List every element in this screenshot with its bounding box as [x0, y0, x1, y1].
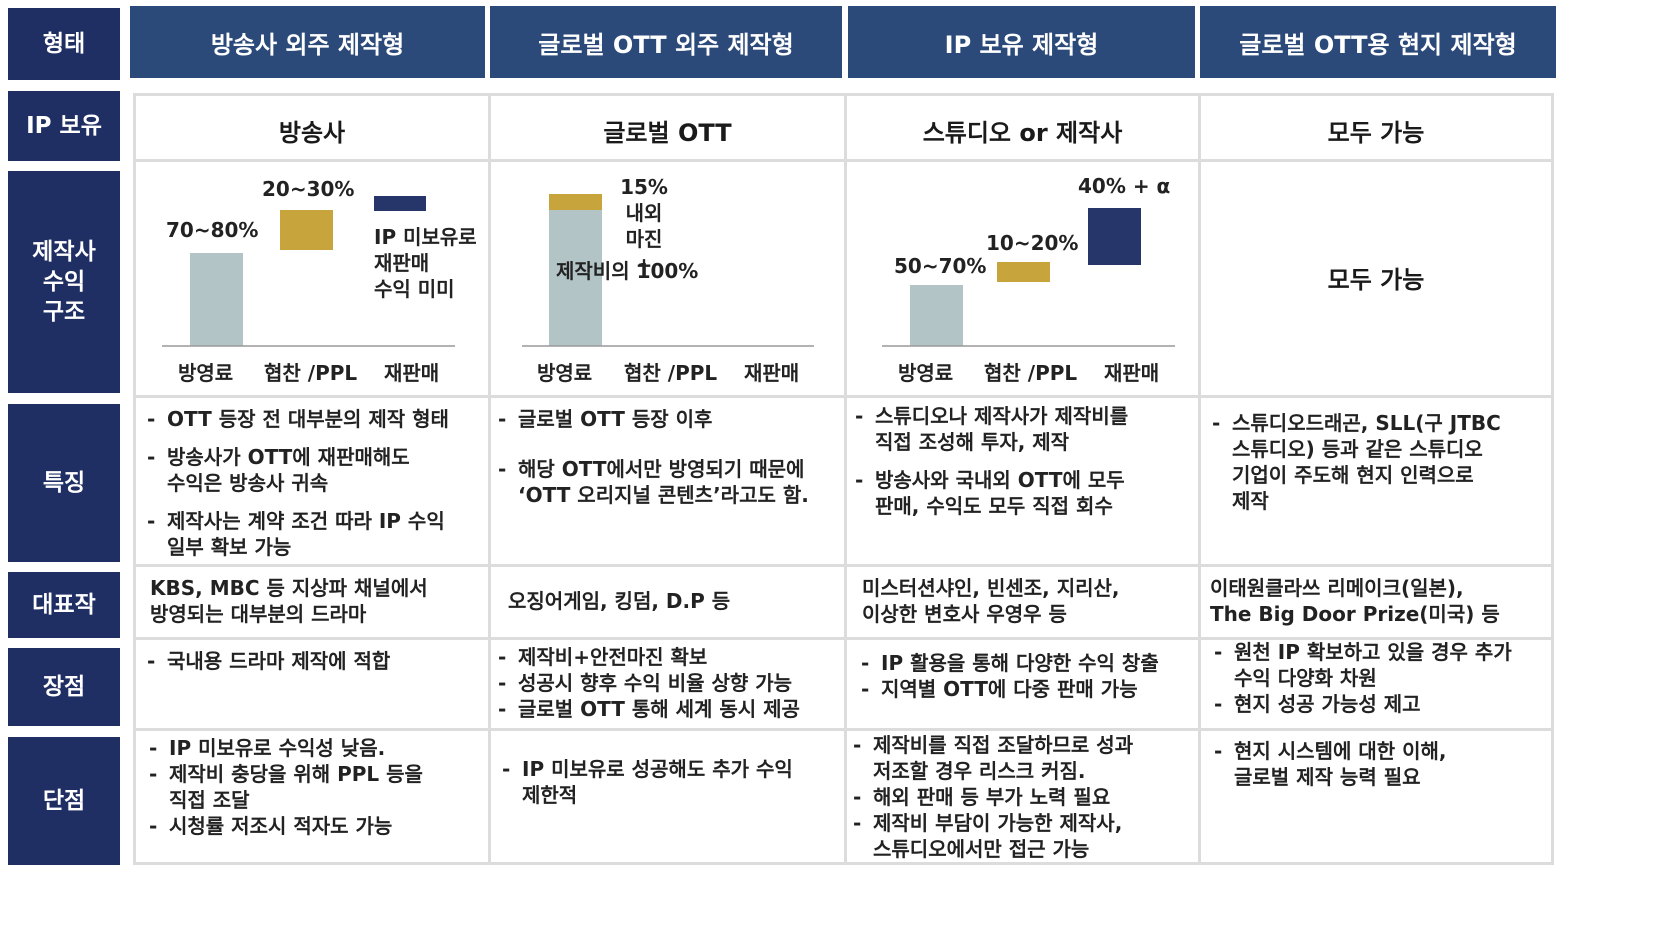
bar-label: 50~70%	[894, 254, 986, 278]
bar-broadcast-ppl	[280, 210, 333, 250]
category-label: 방영료	[537, 361, 592, 385]
ip-owner-broadcast: 방송사	[278, 118, 346, 147]
list-item: 현지 시스템에 대한 이해, 글로벌 제작 능력 필요	[1210, 738, 1550, 790]
category-label: 협찬 /PPL	[984, 361, 1077, 385]
col-header-local-ott: 글로벌 OTT용 현지 제작형	[1200, 6, 1556, 78]
margin-label: 15%내외 마진 +	[620, 175, 668, 277]
row-header-revenue: 제작사 수익 구조	[8, 171, 120, 393]
row-header-ip: IP 보유	[8, 91, 120, 161]
bar-label: 70~80%	[166, 218, 258, 242]
works-broadcast: KBS, MBC 등 지상파 채널에서 방영되는 대부분의 드라마	[150, 576, 428, 626]
features-ip-owned: 스튜디오나 제작사가 제작비를 직접 조성해 투자, 제작 방송사와 국내외 O…	[851, 403, 1196, 531]
revenue-chart-global-ott: 방영료 협찬 /PPL 재판매	[522, 194, 814, 385]
list-item: 시청률 저조시 적자도 가능	[145, 813, 487, 839]
revenue-chart-ip-owned: 50~70% 10~20% 40% + α 방영료 협찬 /PPL 재판매	[882, 174, 1175, 385]
category-label: 협찬 /PPL	[264, 361, 357, 385]
production-cost-label: 제작비의 100%	[556, 259, 699, 283]
category-label: 협찬 /PPL	[624, 361, 717, 385]
list-item: 원천 IP 확보하고 있을 경우 추가 수익 다양화 차원	[1210, 639, 1554, 691]
list-item: 해외 판매 등 부가 노력 필요	[849, 784, 1194, 810]
list-item: OTT 등장 전 대부분의 제작 형태	[143, 406, 488, 432]
list-item: 제작비를 직접 조달하므로 성과 저조할 경우 리스크 커짐.	[849, 732, 1194, 784]
list-item: 제작비+안전마진 확보	[494, 644, 842, 670]
grid-divider	[133, 395, 1554, 398]
row-header-pros: 장점	[8, 648, 120, 726]
category-label: 방영료	[178, 361, 233, 385]
grid-divider	[133, 159, 1554, 162]
works-local-ott: 이태원클라쓰 리메이크(일본), The Big Door Prize(미국) …	[1210, 576, 1500, 626]
list-item: IP 미보유로 성공해도 추가 수익 제한적	[498, 756, 842, 808]
bar-ip-owned-fee	[910, 285, 963, 346]
list-item: 스튜디오드래곤, SLL(구 JTBC 스튜디오) 등과 같은 스튜디오 기업이…	[1208, 410, 1553, 514]
features-local-ott: 스튜디오드래곤, SLL(구 JTBC 스튜디오) 등과 같은 스튜디오 기업이…	[1208, 410, 1553, 526]
ip-owner-ip-owned: 스튜디오 or 제작사	[922, 118, 1123, 147]
list-item: 성공시 향후 수익 비율 상향 가능	[494, 670, 842, 696]
cons-global-ott: IP 미보유로 성공해도 추가 수익 제한적	[498, 756, 842, 808]
list-item: 제작사는 계약 조건 따라 IP 수익 일부 확보 가능	[143, 508, 488, 560]
list-item: 방송사가 OTT에 재판매해도 수익은 방송사 귀속	[143, 444, 488, 496]
bar-label: 40% + α	[1078, 174, 1170, 198]
list-item: 현지 성공 가능성 제고	[1210, 691, 1554, 717]
grid-divider	[488, 93, 491, 865]
list-item: IP 활용을 통해 다양한 수익 창출	[857, 650, 1197, 676]
category-label: 재판매	[1104, 361, 1159, 385]
list-item: 제작비 부담이 가능한 제작사, 스튜디오에서만 접근 가능	[849, 810, 1194, 862]
cons-local-ott: 현지 시스템에 대한 이해, 글로벌 제작 능력 필요	[1210, 738, 1550, 790]
list-item: 방송사와 국내외 OTT에 모두 판매, 수익도 모두 직접 회수	[851, 467, 1196, 519]
list-item: 글로벌 OTT 통해 세계 동시 제공	[494, 696, 842, 722]
category-label: 방영료	[898, 361, 953, 385]
list-item: 제작비 충당을 위해 PPL 등을 직접 조달	[145, 761, 487, 813]
bar-ip-owned-resale	[1088, 208, 1141, 265]
col-header-ip-owned: IP 보유 제작형	[848, 6, 1195, 78]
pros-local-ott: 원천 IP 확보하고 있을 경우 추가 수익 다양화 차원 현지 성공 가능성 …	[1210, 639, 1554, 717]
row-header-features: 특징	[8, 404, 120, 562]
works-ip-owned: 미스터션샤인, 빈센조, 지리산, 이상한 변호사 우영우 등	[862, 576, 1120, 626]
col-header-global-ott: 글로벌 OTT 외주 제작형	[490, 6, 842, 78]
category-label: 재판매	[744, 361, 799, 385]
list-item: 글로벌 OTT 등장 이후	[494, 406, 842, 432]
features-global-ott: 글로벌 OTT 등장 이후 해당 OTT에서만 방영되기 때문에 ‘OTT 오리…	[494, 406, 842, 520]
works-global-ott: 오징어게임, 킹덤, D.P 등	[508, 589, 731, 613]
revenue-chart-broadcast: 70~80% 20~30% 방영료 협찬 /PPL 재판매	[162, 177, 455, 385]
list-item: 해당 OTT에서만 방영되기 때문에 ‘OTT 오리지널 콘텐츠’라고도 함.	[494, 456, 842, 508]
revenue-local-ott: 모두 가능	[1327, 266, 1425, 294]
list-item: 지역별 OTT에 다중 판매 가능	[857, 676, 1197, 702]
grid-divider	[133, 564, 1554, 567]
list-item: IP 미보유로 수익성 낮음.	[145, 735, 487, 761]
category-label: 재판매	[384, 361, 439, 385]
resale-note: IP 미보유로 재판매 수익 미미	[374, 225, 477, 301]
pros-global-ott: 제작비+안전마진 확보 성공시 향후 수익 비율 상향 가능 글로벌 OTT 통…	[494, 644, 842, 722]
cons-ip-owned: 제작비를 직접 조달하므로 성과 저조할 경우 리스크 커짐. 해외 판매 등 …	[849, 732, 1194, 862]
pros-ip-owned: IP 활용을 통해 다양한 수익 창출 지역별 OTT에 다중 판매 가능	[857, 650, 1197, 702]
cons-broadcast: IP 미보유로 수익성 낮음. 제작비 충당을 위해 PPL 등을 직접 조달 …	[145, 735, 487, 839]
bar-global-ott-margin	[549, 194, 602, 210]
ip-owner-local-ott: 모두 가능	[1327, 118, 1425, 147]
ip-owner-global-ott: 글로벌 OTT	[603, 118, 732, 147]
grid-divider	[133, 637, 1554, 640]
bar-broadcast-fee	[190, 253, 243, 346]
grid-divider	[844, 93, 847, 865]
list-item: 국내용 드라마 제작에 적합	[143, 648, 488, 674]
bar-label: 10~20%	[986, 231, 1078, 255]
bar-label: 20~30%	[262, 177, 354, 201]
list-item: 스튜디오나 제작사가 제작비를 직접 조성해 투자, 제작	[851, 403, 1196, 455]
row-header-works: 대표작	[8, 572, 120, 638]
grid-divider	[133, 728, 1554, 731]
pros-broadcast: 국내용 드라마 제작에 적합	[143, 648, 488, 674]
bar-global-ott-fee	[549, 210, 602, 346]
col-header-broadcast: 방송사 외주 제작형	[130, 6, 485, 78]
row-header-form: 형태	[8, 8, 120, 80]
bar-ip-owned-ppl	[997, 262, 1050, 282]
row-header-cons: 단점	[8, 737, 120, 865]
features-broadcast: OTT 등장 전 대부분의 제작 형태 방송사가 OTT에 재판매해도 수익은 …	[143, 406, 488, 572]
bar-broadcast-resale	[374, 196, 426, 211]
grid-divider	[1198, 93, 1201, 865]
